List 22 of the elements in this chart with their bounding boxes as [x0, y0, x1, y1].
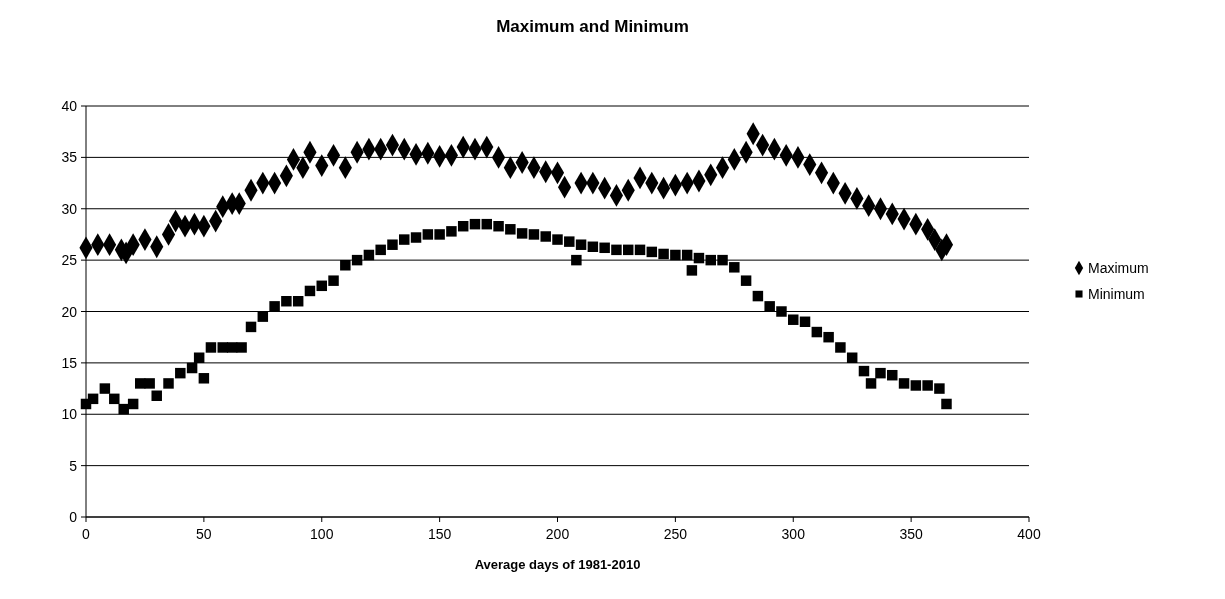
x-tick-label: 0 — [82, 526, 91, 542]
legend-label: Maximum — [1088, 260, 1149, 276]
x-tick-label: 400 — [1017, 526, 1041, 542]
y-tick-label: 20 — [61, 303, 78, 320]
legend-label: Minimum — [1088, 286, 1145, 302]
y-tick-label: 25 — [61, 252, 78, 269]
y-tick-label: 15 — [61, 354, 78, 371]
y-tick-label: 5 — [69, 457, 78, 474]
x-tick-label: 150 — [427, 526, 452, 542]
x-tick-label: 250 — [663, 526, 688, 542]
y-tick-label: 10 — [61, 406, 78, 423]
x-tick-label: 300 — [781, 526, 806, 542]
y-tick-label: 35 — [61, 149, 78, 166]
y-tick-label: 0 — [69, 509, 78, 525]
chart-title: Maximum and Minimum — [496, 17, 689, 36]
x-tick-label: 50 — [196, 526, 212, 542]
y-tick-label: 40 — [61, 98, 78, 114]
x-tick-label: 200 — [545, 526, 570, 542]
y-tick-label: 30 — [61, 200, 78, 217]
x-tick-label: 350 — [899, 526, 924, 542]
x-tick-label: 100 — [310, 526, 334, 542]
x-axis-title: Average days of 1981-2010 — [474, 557, 641, 572]
